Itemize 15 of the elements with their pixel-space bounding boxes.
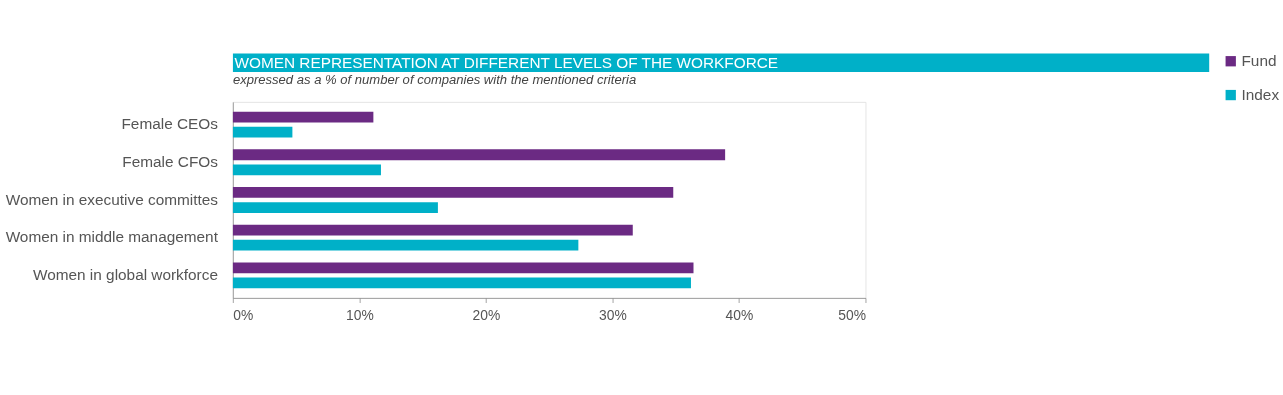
y-tick-label: Female CEOs [121,115,219,133]
y-tick-label: Women in global workforce [32,266,218,283]
y-tick-label: Women in middle management [5,228,219,246]
chart-subtitle: expressed as a % of number of companies with the mentioned criteria [232,71,637,87]
x-tick-label: 20% [472,306,501,323]
legend-label: Fund [1241,51,1277,69]
y-tick-label: Female CFOs [122,152,219,170]
x-tick-label: 10% [346,306,374,323]
x-tick-label: 50% [838,306,866,323]
x-tick-label: 30% [599,306,627,323]
x-tick-label: 40% [725,306,754,323]
y-tick-label: Women in executive committes [5,190,219,208]
x-tick-label: 0% [233,306,254,323]
legend-label: Index [1241,85,1280,103]
chart-title: WOMEN REPRESENTATION AT DIFFERENT LEVELS OF THE WORKFORCE [234,54,779,72]
